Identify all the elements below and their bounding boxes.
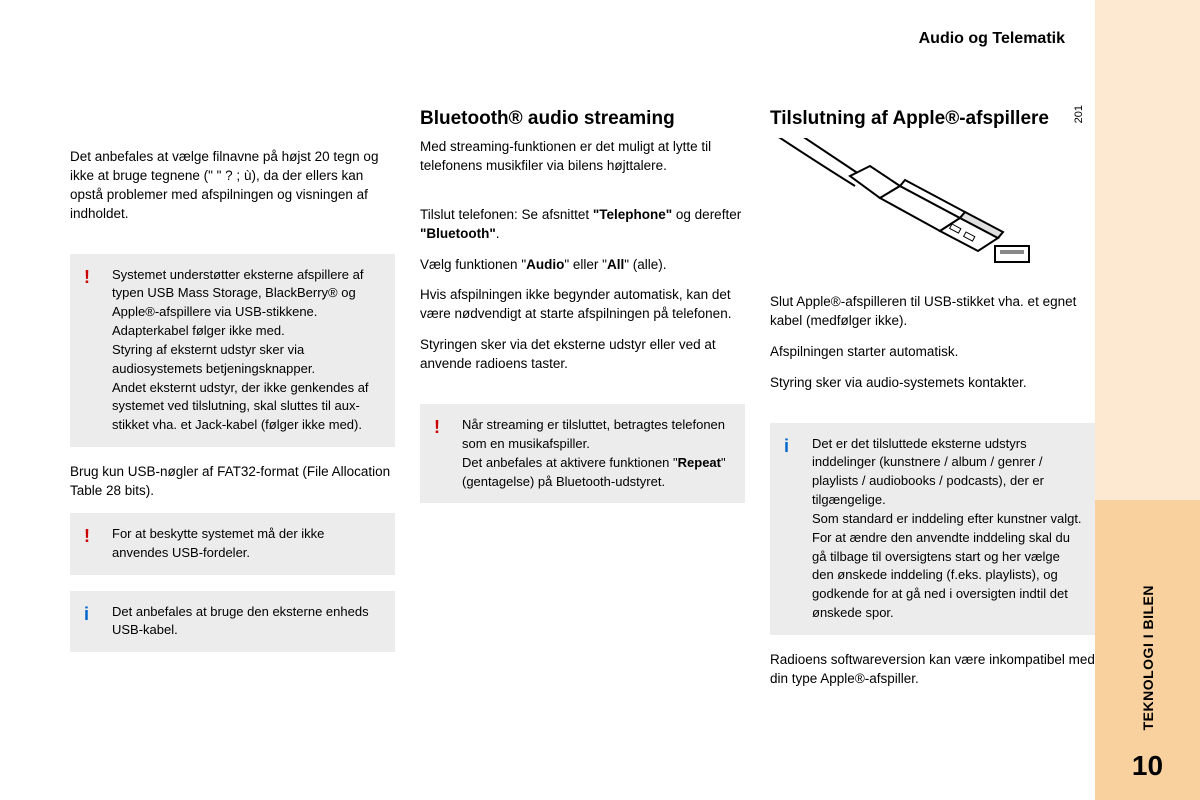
side-tab-number: 10 [1132,750,1163,782]
page-number: 201 [1073,105,1085,123]
warning-icon: ! [84,264,90,290]
bluetooth-select: Vælg funktionen "Audio" eller "All" (all… [420,256,745,275]
info-box-usb-cable: i Det anbefales at bruge den eksterne en… [70,591,395,653]
apple-heading: Tilslutning af Apple®-afspillere [770,108,1095,130]
bluetooth-autoplay: Hvis afspilningen ikke begynder automati… [420,286,745,324]
warning-text: For at beskytte systemet må der ikke anv… [112,526,324,560]
warning-icon: ! [84,523,90,549]
side-tab-chapter: TEKNOLOGI I BILEN 10 [1095,500,1200,800]
info-text: Det er det tilsluttede eksterne udstyrs … [812,436,1082,621]
side-tab-label: TEKNOLOGI I BILEN [1140,585,1156,730]
bluetooth-control: Styringen sker via det eksterne udstyr e… [420,336,745,374]
warning-icon: ! [434,414,440,440]
column-3: Tilslutning af Apple®-afspillere S [770,108,1095,701]
apple-connect: Slut Apple®-afspilleren til USB-stikket … [770,293,1095,331]
warning-box-repeat: ! Når streaming er tilsluttet, betragtes… [420,404,745,503]
bluetooth-connect: Tilslut telefonen: Se afsnittet "Telepho… [420,206,745,244]
info-icon: i [784,433,789,459]
info-text: Det anbefales at bruge den eksterne enhe… [112,604,369,638]
column-2: Bluetooth® audio streaming Med streaming… [420,108,745,701]
info-icon: i [84,601,89,627]
warning-box-usb-hub: ! For at beskytte systemet må der ikke a… [70,513,395,575]
apple-compatibility: Radioens softwareversion kan være inkomp… [770,651,1095,689]
section-header: Audio og Telematik [70,30,1095,48]
info-box-classifications: i Det er det tilsluttede eksterne udstyr… [770,423,1095,635]
bluetooth-intro: Med streaming-funktionen er det muligt a… [420,138,745,176]
apple-control: Styring sker via audio-systemets kontakt… [770,374,1095,393]
warning-text: Når streaming er tilsluttet, betragtes t… [462,417,726,489]
side-tab-light [1095,0,1200,550]
warning-text: Systemet understøtter eksterne afspiller… [112,267,369,433]
apple-autoplay: Afspilningen starter automatisk. [770,343,1095,362]
bluetooth-heading: Bluetooth® audio streaming [420,108,745,130]
page-content: Audio og Telematik Det anbefales at vælg… [0,0,1095,800]
fat32-note: Brug kun USB-nøgler af FAT32-format (Fil… [70,463,395,501]
intro-text: Det anbefales at vælge filnavne på højst… [70,148,395,224]
usb-cable-illustration [770,138,1030,278]
three-column-layout: Det anbefales at vælge filnavne på højst… [70,108,1095,701]
warning-box-usb-support: ! Systemet understøtter eksterne afspill… [70,254,395,448]
column-1: Det anbefales at vælge filnavne på højst… [70,108,395,701]
